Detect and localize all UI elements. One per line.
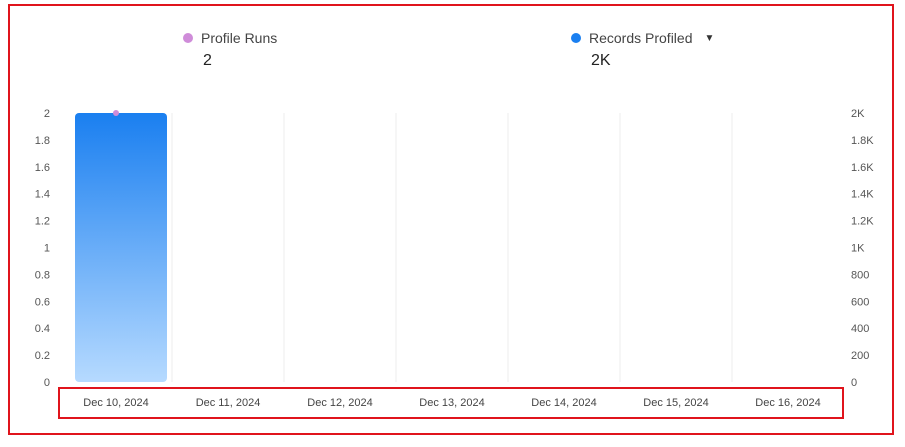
right-axis-tick: 800 [851,269,869,281]
records-profiled-value: 2K [591,52,611,69]
profile-runs-dot-icon [183,33,193,43]
caret-down-icon[interactable]: ▼ [704,32,715,44]
records-profiled-dot-icon [571,33,581,43]
legend-records-profiled[interactable]: Records Profiled ▼ 2K [571,30,714,70]
profile-runs-value: 2 [203,52,212,69]
right-axis-tick: 200 [851,350,869,362]
records-profiled-label: Records Profiled [589,30,693,46]
right-axis-tick: 2K [851,108,865,120]
right-axis-tick: 1.8K [851,135,874,147]
right-axis-tick: 600 [851,296,869,308]
left-axis-tick: 0.4 [35,323,50,335]
x-axis-tick: Dec 10, 2024 [83,397,148,409]
left-axis-tick: 1.6 [35,162,50,174]
left-axis-tick: 1.4 [35,189,50,201]
right-axis-tick: 1K [851,243,865,255]
x-axis-tick: Dec 13, 2024 [419,397,484,409]
x-axis-highlight [58,387,844,419]
left-axis-tick: 2 [44,108,50,120]
right-axis-tick: 1.4K [851,189,874,201]
left-axis-tick: 1 [44,243,50,255]
right-axis-tick: 1.2K [851,216,874,228]
chart-panel [8,4,894,435]
x-axis-tick: Dec 11, 2024 [196,397,261,409]
right-axis-tick: 0 [851,377,857,389]
records-profiled-bar[interactable] [75,113,167,382]
right-axis-tick: 1.6K [851,162,874,174]
left-axis-tick: 1.2 [35,216,50,228]
left-axis-tick: 0.8 [35,269,50,281]
profile-runs-point[interactable] [113,110,119,116]
left-axis-tick: 0.2 [35,350,50,362]
legend-profile-runs[interactable]: Profile Runs 2 [183,30,277,70]
left-axis-tick: 1.8 [35,135,50,147]
x-axis-tick: Dec 12, 2024 [307,397,372,409]
x-axis-tick: Dec 15, 2024 [643,397,708,409]
right-axis-tick: 400 [851,323,869,335]
profile-runs-label: Profile Runs [201,30,278,46]
left-axis-tick: 0 [44,377,50,389]
x-axis-tick: Dec 16, 2024 [755,397,820,409]
x-axis-tick: Dec 14, 2024 [531,397,596,409]
left-axis-tick: 0.6 [35,296,50,308]
